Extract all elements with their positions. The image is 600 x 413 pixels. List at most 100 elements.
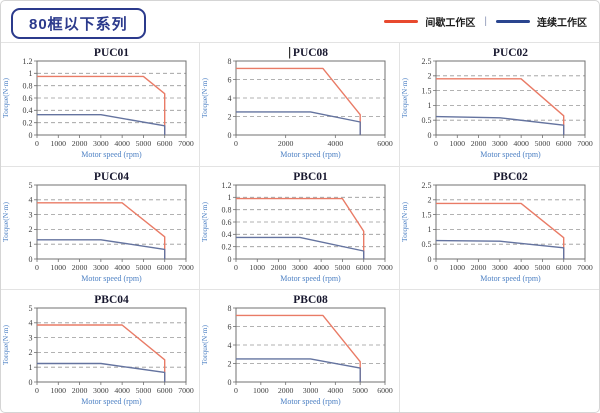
svg-text:Torque(N·m): Torque(N·m) bbox=[400, 201, 409, 241]
svg-text:4000: 4000 bbox=[514, 139, 530, 148]
charts-grid: 0 1000 2000 3000 4000 5000 6000 7000 0 0.2 0.4 0.6 0… bbox=[1, 42, 599, 412]
chart-PUC02: 0 1000 2000 3000 4000 5000 6000 7000 0 0.5 1 1.5 2 2.… bbox=[400, 47, 594, 159]
svg-text:5000: 5000 bbox=[136, 386, 152, 395]
svg-text:5000: 5000 bbox=[335, 263, 351, 272]
red-line-swatch-icon bbox=[384, 20, 419, 23]
svg-text:2: 2 bbox=[228, 112, 232, 121]
svg-text:5000: 5000 bbox=[136, 139, 152, 148]
svg-text:7000: 7000 bbox=[178, 263, 194, 272]
svg-text:3000: 3000 bbox=[93, 263, 109, 272]
svg-text:2: 2 bbox=[29, 225, 33, 234]
svg-text:1: 1 bbox=[428, 101, 432, 110]
svg-text:0.6: 0.6 bbox=[222, 217, 232, 226]
svg-text:7000: 7000 bbox=[178, 386, 194, 395]
svg-text:1.2: 1.2 bbox=[222, 180, 232, 189]
svg-text:4: 4 bbox=[29, 195, 33, 204]
svg-text:1000: 1000 bbox=[51, 386, 67, 395]
svg-text:Motor speed (rpm): Motor speed (rpm) bbox=[281, 150, 342, 159]
svg-text:6000: 6000 bbox=[378, 386, 394, 395]
svg-text:2000: 2000 bbox=[72, 263, 88, 272]
chart-PUC08: 0 2000 4000 6000 0 2 4 6 8 PUC08 Motor speed (rpm)… bbox=[200, 47, 394, 159]
legend-item-intermittent: 间歇工作区 bbox=[384, 14, 475, 29]
svg-text:1: 1 bbox=[29, 240, 33, 249]
chart-cell-PUC01: 0 1000 2000 3000 4000 5000 6000 7000 0 0.2 0.4 0.6 0… bbox=[1, 43, 201, 167]
svg-text:3000: 3000 bbox=[93, 386, 109, 395]
svg-text:0: 0 bbox=[428, 254, 432, 263]
chart-cell-PBC02: 0 1000 2000 3000 4000 5000 6000 7000 0 0.5 1 1.5 2 2.… bbox=[399, 167, 599, 291]
svg-text:1000: 1000 bbox=[51, 139, 67, 148]
svg-text:2000: 2000 bbox=[471, 139, 487, 148]
svg-text:2.5: 2.5 bbox=[422, 180, 432, 189]
chart-PUC04: 0 1000 2000 3000 4000 5000 6000 7000 0 1 2 3 4 5 PUC04… bbox=[1, 171, 194, 283]
svg-text:1.2: 1.2 bbox=[23, 57, 33, 66]
svg-text:1000: 1000 bbox=[450, 139, 466, 148]
chart-cell-PBC01: 0 1000 2000 3000 4000 5000 6000 7000 0 0.2 0.4 0.6 0… bbox=[200, 166, 400, 291]
svg-text:Torque(N·m): Torque(N·m) bbox=[200, 201, 209, 241]
chart-title-PBC08: PBC08 bbox=[294, 294, 329, 306]
chart-cell-PUC08: 0 2000 4000 6000 0 2 4 6 8 PUC08 Motor speed (rpm)… bbox=[200, 43, 400, 167]
chart-title-PBC02: PBC02 bbox=[494, 171, 529, 183]
text-cursor bbox=[289, 47, 291, 59]
svg-text:2: 2 bbox=[428, 72, 432, 81]
chart-cell-PUC02: 0 1000 2000 3000 4000 5000 6000 7000 0 0.5 1 1.5 2 2.… bbox=[399, 43, 599, 167]
svg-text:0: 0 bbox=[29, 254, 33, 263]
svg-text:2000: 2000 bbox=[72, 139, 88, 148]
svg-text:0.8: 0.8 bbox=[222, 205, 232, 214]
svg-text:5: 5 bbox=[29, 180, 33, 189]
svg-text:6000: 6000 bbox=[378, 139, 394, 148]
svg-text:4000: 4000 bbox=[115, 386, 131, 395]
svg-text:Torque(N·m): Torque(N·m) bbox=[200, 78, 209, 118]
svg-text:Motor speed (rpm): Motor speed (rpm) bbox=[281, 397, 342, 406]
svg-text:6: 6 bbox=[228, 75, 232, 84]
svg-text:0: 0 bbox=[35, 139, 39, 148]
svg-text:8: 8 bbox=[228, 57, 232, 66]
svg-text:Motor speed (rpm): Motor speed (rpm) bbox=[481, 274, 542, 283]
svg-text:4000: 4000 bbox=[328, 386, 344, 395]
header: 80框以下系列 间歇工作区 | 连续工作区 bbox=[1, 1, 599, 42]
svg-text:6000: 6000 bbox=[356, 263, 372, 272]
svg-text:2000: 2000 bbox=[72, 386, 88, 395]
svg-text:6000: 6000 bbox=[157, 386, 173, 395]
svg-text:7000: 7000 bbox=[578, 139, 594, 148]
svg-text:0.5: 0.5 bbox=[422, 116, 432, 125]
chart-title-PBC01: PBC01 bbox=[294, 171, 329, 183]
legend-separator: | bbox=[484, 16, 487, 27]
legend-label-intermittent: 间歇工作区 bbox=[425, 18, 476, 29]
svg-text:0: 0 bbox=[35, 263, 39, 272]
svg-text:0.6: 0.6 bbox=[23, 94, 33, 103]
chart-PUC01: 0 1000 2000 3000 4000 5000 6000 7000 0 0.2 0.4 0.6 0… bbox=[1, 47, 194, 159]
svg-text:1000: 1000 bbox=[250, 263, 266, 272]
svg-text:Motor speed (rpm): Motor speed (rpm) bbox=[281, 274, 342, 283]
svg-text:7000: 7000 bbox=[178, 139, 194, 148]
svg-text:0.2: 0.2 bbox=[23, 118, 33, 127]
chart-PBC02: 0 1000 2000 3000 4000 5000 6000 7000 0 0.5 1 1.5 2 2.… bbox=[400, 171, 593, 283]
svg-text:2000: 2000 bbox=[471, 263, 487, 272]
svg-text:6000: 6000 bbox=[556, 139, 572, 148]
svg-text:1: 1 bbox=[29, 69, 33, 78]
chart-PBC08: 0 1000 2000 3000 4000 5000 6000 0 2 4 6 8 PBC08 Motor… bbox=[200, 294, 394, 406]
chart-title-PUC02: PUC02 bbox=[493, 47, 528, 59]
chart-cell-PUC04: 0 1000 2000 3000 4000 5000 6000 7000 0 1 2 3 4 5 PUC04… bbox=[1, 166, 201, 291]
svg-text:2.5: 2.5 bbox=[422, 57, 432, 66]
svg-text:6: 6 bbox=[228, 323, 232, 332]
svg-text:7000: 7000 bbox=[378, 263, 394, 272]
svg-text:0: 0 bbox=[235, 263, 239, 272]
series-title-tab[interactable]: 80框以下系列 bbox=[11, 8, 146, 39]
svg-text:0: 0 bbox=[428, 131, 432, 140]
svg-text:5000: 5000 bbox=[353, 386, 369, 395]
svg-text:6000: 6000 bbox=[157, 263, 173, 272]
svg-text:0: 0 bbox=[235, 139, 239, 148]
svg-text:0: 0 bbox=[29, 378, 33, 387]
svg-text:4: 4 bbox=[29, 319, 33, 328]
svg-text:0.2: 0.2 bbox=[222, 242, 232, 251]
svg-text:8: 8 bbox=[228, 304, 232, 313]
svg-text:1: 1 bbox=[428, 225, 432, 234]
chart-cell-PBC04: 0 1000 2000 3000 4000 5000 6000 7000 0 1 2 3 4 5 PBC04… bbox=[1, 290, 201, 412]
legend: 间歇工作区 | 连续工作区 bbox=[384, 1, 587, 42]
svg-text:2000: 2000 bbox=[271, 263, 287, 272]
svg-text:5000: 5000 bbox=[535, 139, 551, 148]
svg-text:3000: 3000 bbox=[492, 139, 508, 148]
svg-text:4000: 4000 bbox=[115, 263, 131, 272]
svg-text:Torque(N·m): Torque(N·m) bbox=[1, 201, 10, 241]
